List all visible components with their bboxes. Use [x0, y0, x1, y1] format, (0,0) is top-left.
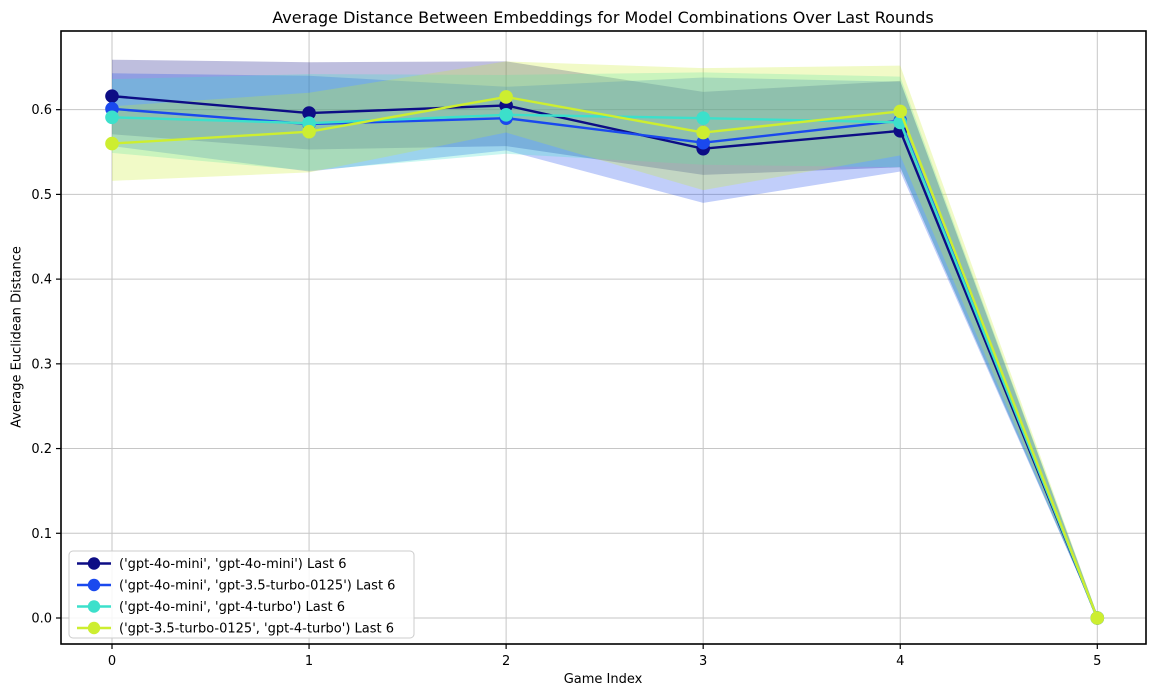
- y-axis-label: Average Euclidean Distance: [9, 246, 25, 428]
- x-tick-label: 2: [502, 654, 510, 669]
- data-point: [105, 110, 119, 125]
- data-point: [696, 111, 710, 125]
- series-line-2: [111, 113, 1099, 619]
- axes-frame: [60, 30, 1147, 645]
- data-point: [499, 90, 513, 104]
- y-tick-label: 0.5: [31, 188, 52, 203]
- data-point: [105, 89, 119, 103]
- x-tick-label: 0: [108, 654, 116, 669]
- x-tick-label: 1: [305, 654, 313, 669]
- legend-item-label: ('gpt-4o-mini', 'gpt-3.5-turbo-0125') La…: [119, 579, 395, 594]
- x-tick-label: 4: [896, 654, 904, 669]
- data-point: [302, 106, 316, 120]
- legend-sample-marker: [87, 578, 101, 592]
- confidence-band-3: [112, 61, 1098, 619]
- y-tick-label: 0.2: [31, 442, 52, 457]
- x-axis-label: Game Index: [563, 672, 643, 687]
- x-tick-label: 5: [1093, 654, 1101, 669]
- legend-sample-marker: [87, 600, 101, 613]
- y-tick-label: 0.6: [31, 103, 52, 118]
- data-point: [302, 124, 316, 139]
- legend-box: [68, 550, 415, 639]
- legend-item-label: ('gpt-4o-mini', 'gpt-4o-mini') Last 6: [119, 557, 346, 572]
- legend-item-label: ('gpt-4o-mini', 'gpt-4-turbo') Last 6: [119, 600, 345, 615]
- data-point: [696, 135, 710, 150]
- series-line-0: [111, 94, 1099, 619]
- data-point: [1090, 611, 1105, 625]
- y-tick-label: 0.0: [31, 612, 52, 627]
- legend-sample-marker: [87, 621, 101, 635]
- series-line-3: [111, 95, 1099, 619]
- y-tick-label: 0.3: [31, 357, 52, 372]
- data-point: [893, 104, 908, 119]
- confidence-band-1: [112, 73, 1098, 619]
- x-tick-label: 3: [699, 654, 707, 669]
- data-point: [499, 107, 513, 122]
- legend-sample-marker: [87, 557, 101, 570]
- chart-title: Average Distance Between Embeddings for …: [272, 8, 934, 27]
- confidence-band-2: [112, 72, 1098, 618]
- y-tick-label: 0.1: [31, 527, 52, 542]
- y-tick-label: 0.4: [31, 273, 52, 288]
- legend-item-label: ('gpt-3.5-turbo-0125', 'gpt-4-turbo') La…: [119, 622, 394, 637]
- data-point: [696, 125, 710, 140]
- data-point: [105, 136, 119, 151]
